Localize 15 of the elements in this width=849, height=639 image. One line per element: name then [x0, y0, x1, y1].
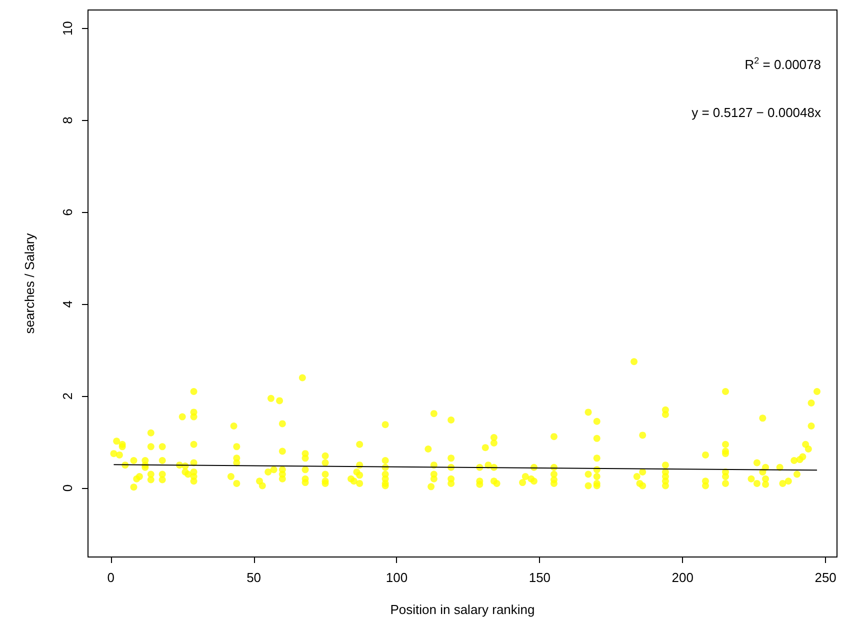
x-tick-label: 150 [528, 570, 551, 585]
x-tick-label: 250 [814, 570, 836, 585]
x-tick-label: 200 [672, 570, 694, 585]
y-tick-label: 4 [60, 300, 75, 308]
annotation: y = 0.5127 − 0.00048x [692, 105, 822, 120]
x-tick-label: 50 [246, 570, 262, 585]
x-axis-title: Position in salary ranking [390, 602, 535, 617]
y-tick-label: 8 [60, 116, 75, 124]
y-tick-label: 6 [60, 208, 75, 216]
y-tick-label: 2 [60, 392, 75, 400]
y-tick-label: 0 [60, 484, 75, 492]
y-tick-label: 10 [60, 21, 75, 36]
x-tick-label: 100 [386, 570, 408, 585]
x-tick-label: 0 [107, 570, 114, 585]
y-axis-title: searches / Salary [22, 232, 37, 334]
